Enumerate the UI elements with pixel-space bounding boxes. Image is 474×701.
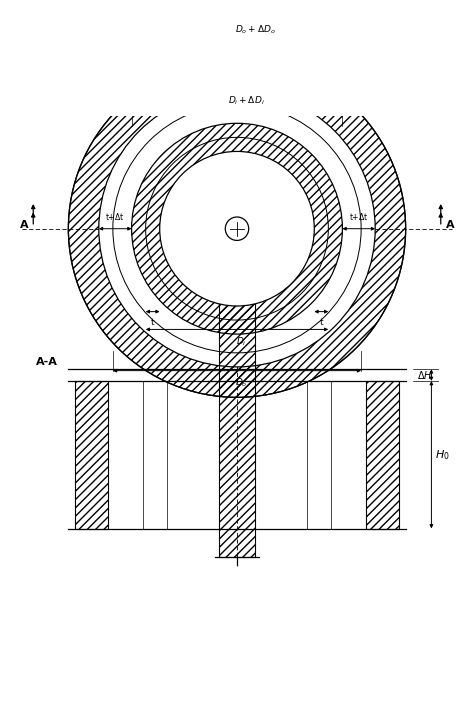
Text: d: d <box>260 209 266 218</box>
Circle shape <box>160 151 314 306</box>
Text: t+$\Delta$t: t+$\Delta$t <box>349 211 369 222</box>
Bar <box>219 285 255 557</box>
Circle shape <box>99 90 375 367</box>
Text: $\Delta H$: $\Delta H$ <box>417 369 433 381</box>
Bar <box>75 381 108 529</box>
Text: t: t <box>151 318 155 327</box>
Text: $D_i+\Delta D_i$: $D_i+\Delta D_i$ <box>228 95 265 107</box>
Text: A: A <box>446 220 455 230</box>
Circle shape <box>225 217 249 240</box>
Text: A: A <box>19 220 28 230</box>
Text: A-A: A-A <box>36 358 57 367</box>
Text: t: t <box>319 318 323 327</box>
Text: $D_i$: $D_i$ <box>237 335 247 348</box>
Text: $D_o+\Delta D_o$: $D_o+\Delta D_o$ <box>236 23 276 36</box>
Text: $D_o$: $D_o$ <box>236 376 248 389</box>
Text: t+$\Delta$t: t+$\Delta$t <box>105 211 125 222</box>
Text: $H_0$: $H_0$ <box>435 448 450 462</box>
Bar <box>366 381 399 529</box>
